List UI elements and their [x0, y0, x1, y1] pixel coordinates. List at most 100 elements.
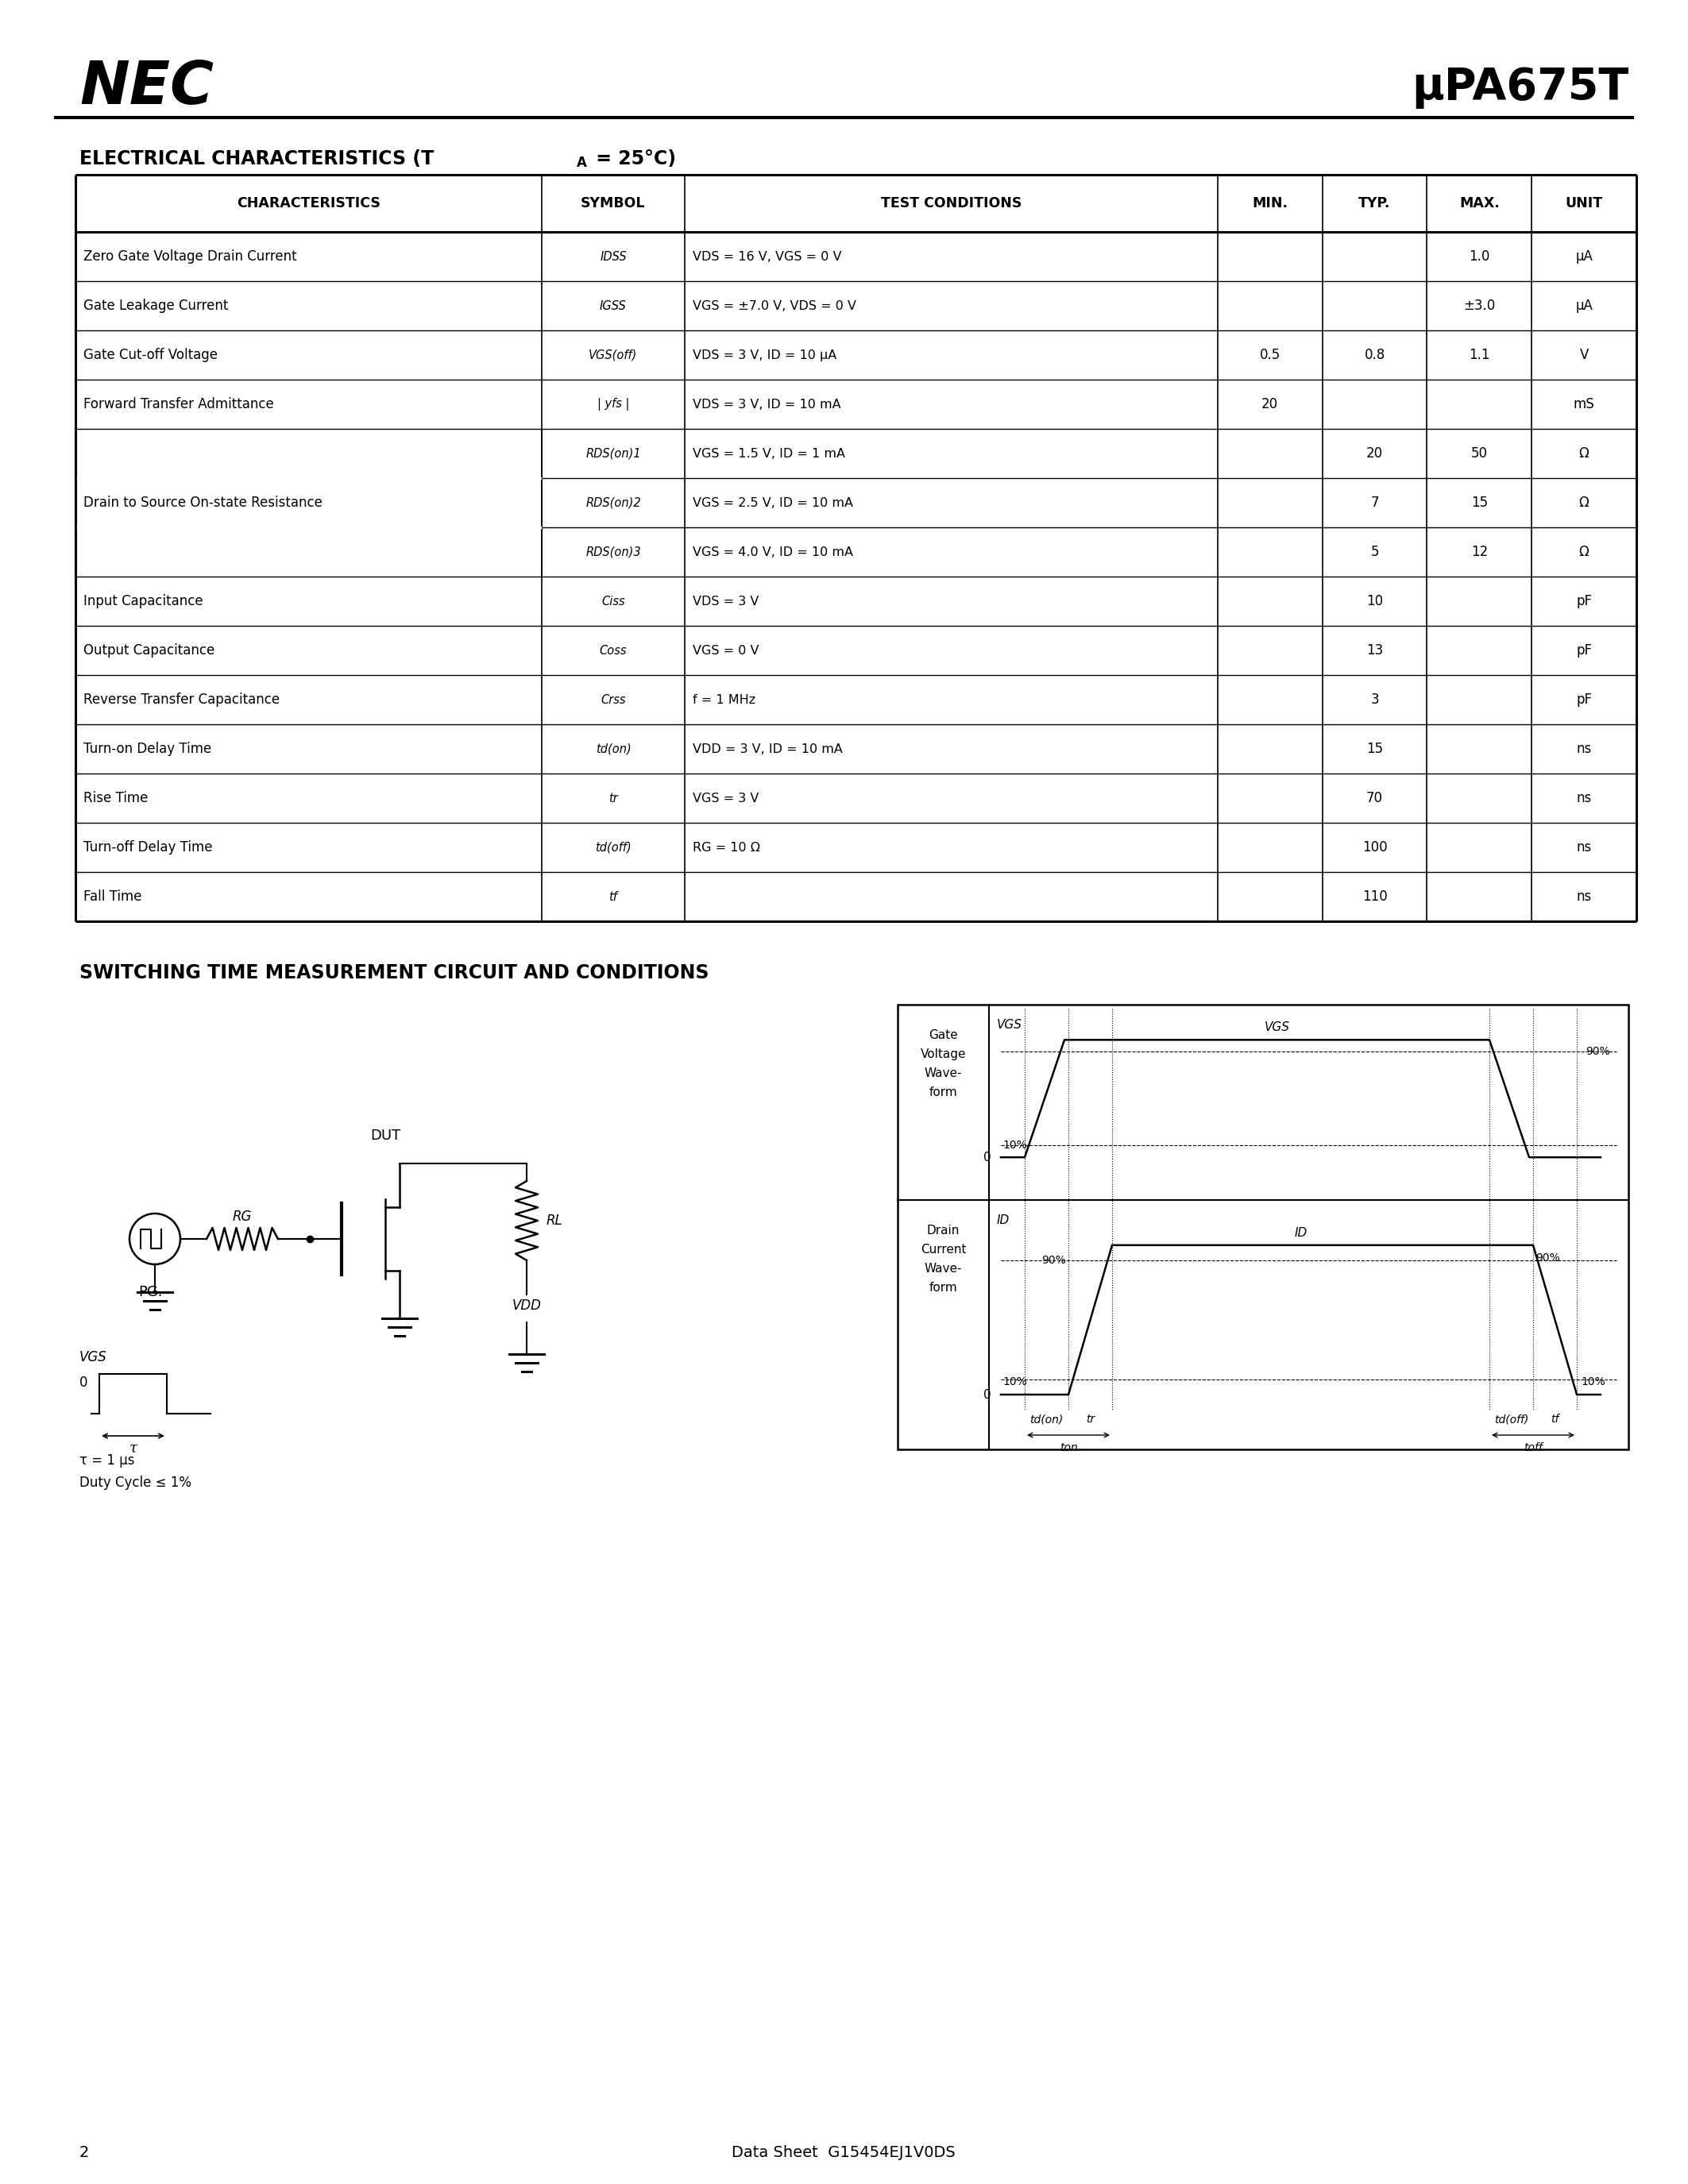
Text: DUT: DUT [370, 1129, 400, 1142]
Text: 10%: 10% [1580, 1376, 1605, 1387]
Text: td(off): td(off) [596, 841, 631, 854]
Text: VDD = 3 V, ID = 10 mA: VDD = 3 V, ID = 10 mA [692, 743, 842, 756]
Text: 20: 20 [1261, 397, 1278, 411]
Text: μA: μA [1575, 249, 1593, 264]
Text: 90%: 90% [1536, 1251, 1560, 1262]
Text: CHARACTERISTICS: CHARACTERISTICS [236, 197, 380, 210]
Text: RL: RL [547, 1214, 564, 1227]
Text: 100: 100 [1362, 841, 1388, 854]
Text: ID: ID [998, 1214, 1009, 1225]
Text: 0: 0 [79, 1376, 88, 1389]
Text: Data Sheet  G15454EJ1V0DS: Data Sheet G15454EJ1V0DS [731, 2145, 955, 2160]
Text: IGSS: IGSS [599, 299, 626, 312]
Bar [898, 1005, 1629, 1450]
Text: A: A [577, 155, 587, 170]
Text: TEST CONDITIONS: TEST CONDITIONS [881, 197, 1021, 210]
Text: pF: pF [1577, 644, 1592, 657]
Text: VGS = ±7.0 V, VDS = 0 V: VGS = ±7.0 V, VDS = 0 V [692, 299, 856, 312]
Text: IDSS: IDSS [599, 251, 626, 262]
Text: 0.5: 0.5 [1259, 347, 1281, 363]
Text: 50: 50 [1470, 446, 1487, 461]
Text: mS: mS [1573, 397, 1595, 411]
Text: Reverse Transfer Capacitance: Reverse Transfer Capacitance [83, 692, 280, 708]
Text: Voltage: Voltage [920, 1048, 966, 1059]
Text: VDS = 16 V, VGS = 0 V: VDS = 16 V, VGS = 0 V [692, 251, 842, 262]
Text: ns: ns [1577, 889, 1592, 904]
Text: VDD: VDD [511, 1299, 542, 1313]
Text: Crss: Crss [601, 695, 626, 705]
Text: Fall Time: Fall Time [83, 889, 142, 904]
Text: MIN.: MIN. [1252, 197, 1288, 210]
Text: 10%: 10% [1003, 1140, 1026, 1151]
Text: = 25°C): = 25°C) [589, 149, 675, 168]
Text: VGS: VGS [998, 1018, 1023, 1031]
Text: Zero Gate Voltage Drain Current: Zero Gate Voltage Drain Current [83, 249, 297, 264]
Text: Output Capacitance: Output Capacitance [83, 644, 214, 657]
Text: 7: 7 [1371, 496, 1379, 509]
Text: ns: ns [1577, 791, 1592, 806]
Text: Wave-: Wave- [925, 1068, 962, 1079]
Text: VGS: VGS [79, 1350, 106, 1365]
Text: 110: 110 [1362, 889, 1388, 904]
Text: tf: tf [609, 891, 618, 902]
Text: td(off): td(off) [1494, 1413, 1528, 1424]
Text: ton: ton [1060, 1441, 1077, 1452]
Text: Gate Cut-off Voltage: Gate Cut-off Voltage [83, 347, 218, 363]
Text: f = 1 MHz: f = 1 MHz [692, 695, 756, 705]
Text: VGS = 4.0 V, ID = 10 mA: VGS = 4.0 V, ID = 10 mA [692, 546, 852, 557]
Text: Input Capacitance: Input Capacitance [83, 594, 203, 609]
Text: form: form [928, 1085, 957, 1099]
Text: Wave-: Wave- [925, 1262, 962, 1275]
Text: 12: 12 [1470, 544, 1487, 559]
Text: VDS = 3 V, ID = 10 μA: VDS = 3 V, ID = 10 μA [692, 349, 837, 360]
Text: Gate Leakage Current: Gate Leakage Current [83, 299, 228, 312]
Text: VGS: VGS [1264, 1022, 1290, 1033]
Text: RDS(on)2: RDS(on)2 [586, 496, 641, 509]
Text: MAX.: MAX. [1458, 197, 1499, 210]
Text: 20: 20 [1366, 446, 1382, 461]
Text: Rise Time: Rise Time [83, 791, 149, 806]
Text: 3: 3 [1371, 692, 1379, 708]
Text: RG = 10 Ω: RG = 10 Ω [692, 841, 760, 854]
Text: toff: toff [1524, 1441, 1543, 1452]
Text: 5: 5 [1371, 544, 1379, 559]
Text: Turn-off Delay Time: Turn-off Delay Time [83, 841, 213, 854]
Text: ±3.0: ±3.0 [1463, 299, 1496, 312]
Text: ns: ns [1577, 743, 1592, 756]
Text: 0: 0 [984, 1151, 991, 1164]
Text: Duty Cycle ≤ 1%: Duty Cycle ≤ 1% [79, 1476, 191, 1489]
Text: Turn-on Delay Time: Turn-on Delay Time [83, 743, 211, 756]
Text: Ω: Ω [1578, 496, 1588, 509]
Text: UNIT: UNIT [1565, 197, 1602, 210]
Text: 15: 15 [1470, 496, 1487, 509]
Text: Forward Transfer Admittance: Forward Transfer Admittance [83, 397, 273, 411]
Text: TYP.: TYP. [1359, 197, 1391, 210]
Text: μA: μA [1575, 299, 1593, 312]
Text: 10%: 10% [1003, 1376, 1026, 1387]
Text: ELECTRICAL CHARACTERISTICS (T: ELECTRICAL CHARACTERISTICS (T [79, 149, 434, 168]
Text: VGS = 1.5 V, ID = 1 mA: VGS = 1.5 V, ID = 1 mA [692, 448, 846, 459]
Text: Ciss: Ciss [601, 596, 625, 607]
Text: 1.1: 1.1 [1469, 347, 1491, 363]
Text: VGS(off): VGS(off) [589, 349, 638, 360]
Text: pF: pF [1577, 692, 1592, 708]
Text: Current: Current [920, 1243, 966, 1256]
Text: SWITCHING TIME MEASUREMENT CIRCUIT AND CONDITIONS: SWITCHING TIME MEASUREMENT CIRCUIT AND C… [79, 963, 709, 983]
Text: RG: RG [233, 1210, 252, 1223]
Text: VGS = 3 V: VGS = 3 V [692, 793, 760, 804]
Text: pF: pF [1577, 594, 1592, 609]
Text: V: V [1580, 347, 1588, 363]
Text: RDS(on)1: RDS(on)1 [586, 448, 641, 459]
Text: τ = 1 μs: τ = 1 μs [79, 1452, 135, 1468]
Text: form: form [928, 1282, 957, 1293]
Text: SYMBOL: SYMBOL [581, 197, 645, 210]
Text: | yfs |: | yfs | [598, 397, 630, 411]
Text: PG.: PG. [138, 1284, 164, 1299]
Text: VGS = 0 V: VGS = 0 V [692, 644, 760, 657]
Text: RDS(on)3: RDS(on)3 [586, 546, 641, 557]
Text: td(on): td(on) [596, 743, 631, 756]
Text: 0.8: 0.8 [1364, 347, 1386, 363]
Text: 70: 70 [1366, 791, 1382, 806]
Text: ns: ns [1577, 841, 1592, 854]
Text: 90%: 90% [1041, 1254, 1067, 1267]
